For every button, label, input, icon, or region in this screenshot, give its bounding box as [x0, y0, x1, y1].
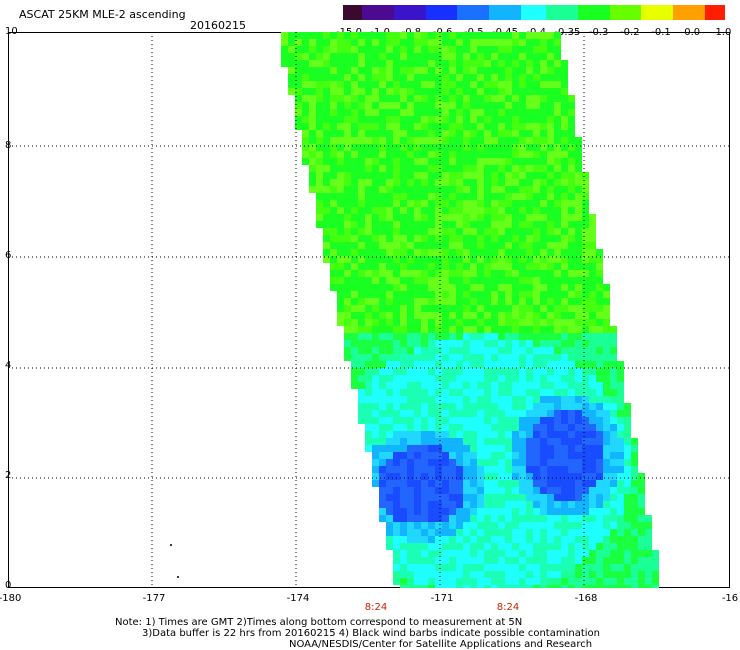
note-line: Note: 1) Times are GMT 2)Times along bot…: [115, 617, 523, 628]
colorbar-swatch: [558, 5, 566, 20]
colorbar-swatch: [450, 5, 458, 20]
colorbar-swatch: [552, 5, 560, 20]
colorbar-swatch: [546, 5, 554, 20]
colorbar-swatch: [622, 5, 630, 20]
colorbar-swatch: [374, 5, 382, 20]
colorbar-swatch: [387, 5, 395, 20]
note-line: 3)Data buffer is 22 hrs from 20160215 4)…: [142, 628, 600, 639]
time-label: 8:24: [364, 602, 388, 613]
colorbar-swatch: [628, 5, 636, 20]
colorbar-swatch: [654, 5, 662, 20]
time-label: 8:24: [496, 602, 520, 613]
colorbar-swatch: [489, 5, 496, 20]
colorbar-swatch: [463, 5, 471, 20]
colorbar-swatch: [660, 5, 668, 20]
colorbar-swatch: [520, 5, 528, 20]
colorbar-swatch: [438, 5, 446, 20]
colorbar-swatch: [362, 5, 369, 20]
y-tick-label: 0: [5, 580, 12, 591]
colorbar-swatch: [393, 5, 401, 20]
island-dot: [170, 544, 172, 546]
colorbar-swatch: [508, 5, 516, 20]
colorbar-swatch: [590, 5, 598, 20]
colorbar-swatch: [400, 5, 408, 20]
colorbar-swatch: [533, 5, 541, 20]
colorbar-swatch: [514, 5, 522, 20]
colorbar-swatch: [539, 5, 547, 20]
colorbar-swatch: [495, 5, 503, 20]
y-tick-label: 4: [5, 360, 12, 371]
colorbar: [343, 5, 725, 20]
colorbar-swatch: [457, 5, 465, 20]
colorbar-swatch: [476, 5, 484, 20]
y-tick-label: 10: [5, 26, 18, 37]
colorbar-swatch: [419, 5, 427, 20]
colorbar-swatch: [647, 5, 655, 20]
map-plot: [8, 32, 730, 588]
colorbar-swatch: [698, 5, 706, 20]
colorbar-swatch: [711, 5, 719, 20]
colorbar-swatch: [635, 5, 643, 20]
colorbar-swatch: [355, 5, 363, 20]
colorbar-swatch: [482, 5, 490, 20]
colorbar-swatch: [603, 5, 611, 20]
y-tick-label: 6: [5, 250, 12, 261]
colorbar-swatch: [431, 5, 439, 20]
wind-swath: [281, 32, 659, 588]
colorbar-swatch: [501, 5, 509, 20]
x-tick-label: -177: [142, 593, 166, 604]
colorbar-swatch: [368, 5, 376, 20]
colorbar-swatch: [685, 5, 693, 20]
x-tick-label: -180: [0, 593, 22, 604]
colorbar-swatch: [470, 5, 477, 20]
colorbar-swatch: [444, 5, 452, 20]
colorbar-swatch: [349, 5, 357, 20]
x-tick-label: -168: [574, 593, 598, 604]
island-dot: [177, 576, 179, 578]
y-tick-label: 2: [5, 470, 12, 481]
colorbar-swatch: [641, 5, 649, 20]
colorbar-swatch: [666, 5, 674, 20]
colorbar-swatch: [343, 5, 350, 20]
colorbar-swatch: [412, 5, 420, 20]
colorbar-swatch: [584, 5, 592, 20]
x-tick-label: -171: [430, 593, 454, 604]
colorbar-swatch: [565, 5, 573, 20]
colorbar-swatch: [616, 5, 623, 20]
colorbar-swatch: [527, 5, 535, 20]
x-tick-label: -16: [721, 593, 739, 604]
colorbar-swatch: [673, 5, 681, 20]
colorbar-swatch: [679, 5, 687, 20]
colorbar-swatch: [692, 5, 700, 20]
colorbar-swatch: [577, 5, 585, 20]
colorbar-swatch: [571, 5, 579, 20]
colorbar-swatch: [609, 5, 617, 20]
y-tick-label: 8: [5, 140, 12, 151]
colorbar-swatch: [704, 5, 712, 20]
colorbar-swatch: [597, 5, 604, 20]
colorbar-swatch: [381, 5, 389, 20]
map-date: 20160215: [190, 19, 246, 32]
grid-lines: [8, 32, 730, 588]
x-tick-label: -174: [286, 593, 310, 604]
colorbar-swatch: [425, 5, 433, 20]
map-title: ASCAT 25KM MLE-2 ascending: [19, 8, 186, 21]
colorbar-swatch: [717, 5, 725, 20]
colorbar-swatch: [406, 5, 414, 20]
note-line: NOAA/NESDIS/Center for Satellite Applica…: [289, 639, 593, 650]
